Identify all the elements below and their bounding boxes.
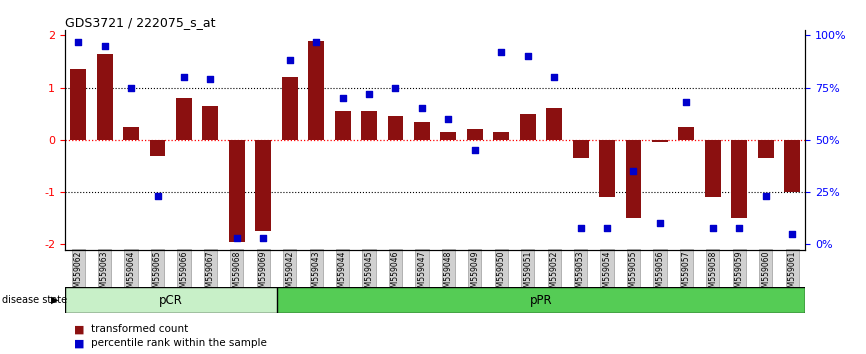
Point (468, 148, 481, 153)
Bar (758, 140, 773, 158)
Point (733, 225, 746, 230)
Bar (678, 127, 695, 140)
Point (520, 53, 534, 59)
Text: pCR: pCR (158, 293, 183, 307)
Point (785, 231, 799, 237)
Bar (176, 98, 192, 140)
Bar (731, 140, 747, 218)
Point (98, 43, 112, 48)
Point (600, 225, 614, 230)
Bar (255, 140, 271, 231)
Bar (150, 140, 165, 155)
Bar (599, 140, 615, 197)
Bar (97, 53, 113, 140)
Point (415, 105, 429, 111)
Point (547, 74, 561, 80)
Bar (203, 106, 218, 140)
Bar (441, 132, 456, 140)
Point (573, 225, 587, 230)
Text: ■: ■ (74, 324, 84, 334)
Bar (65, 287, 276, 313)
Bar (572, 140, 589, 158)
Text: GDS3721 / 222075_s_at: GDS3721 / 222075_s_at (65, 16, 216, 29)
Point (389, 85, 403, 90)
Text: ▶: ▶ (51, 295, 59, 305)
Bar (467, 129, 482, 140)
Bar (388, 116, 404, 140)
Bar (625, 140, 642, 218)
Bar (520, 114, 536, 140)
Text: transformed count: transformed count (91, 324, 188, 334)
Bar (705, 140, 721, 197)
Point (283, 58, 297, 63)
Bar (414, 121, 430, 140)
Bar (70, 69, 86, 140)
Bar (281, 77, 298, 140)
Text: pPR: pPR (530, 293, 553, 307)
Bar (785, 140, 800, 192)
Point (151, 193, 165, 199)
Point (204, 76, 217, 82)
Bar (334, 111, 351, 140)
Bar (276, 287, 805, 313)
Point (177, 74, 191, 80)
Bar (546, 108, 562, 140)
Point (362, 91, 376, 97)
Point (759, 193, 772, 199)
Bar (308, 41, 324, 140)
Point (442, 116, 456, 122)
Point (256, 235, 270, 241)
Point (336, 95, 350, 101)
Bar (229, 140, 245, 242)
Point (309, 39, 323, 44)
Text: percentile rank within the sample: percentile rank within the sample (91, 338, 267, 348)
Point (680, 99, 694, 105)
Text: disease state: disease state (2, 295, 67, 305)
Point (71, 39, 85, 44)
Point (653, 221, 667, 226)
Point (706, 225, 720, 230)
Bar (494, 132, 509, 140)
Text: ■: ■ (74, 338, 84, 348)
Point (494, 49, 508, 55)
Bar (123, 127, 139, 140)
Point (124, 85, 138, 90)
Point (229, 235, 243, 241)
Point (627, 169, 641, 174)
Bar (652, 140, 668, 142)
Bar (361, 111, 377, 140)
